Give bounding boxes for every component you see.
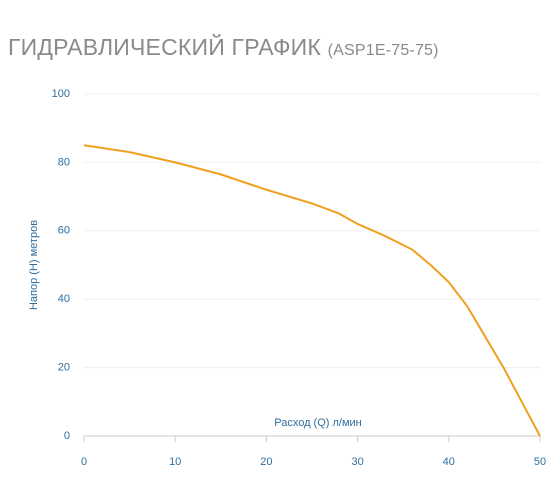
title-main: ГИДРАВЛИЧЕСКИЙ ГРАФИК [8,34,321,60]
x-tick-label: 30 [351,456,363,468]
x-tick-label: 0 [81,456,87,468]
y-tick-label: 40 [58,293,70,305]
y-tick-label: 100 [52,88,70,100]
x-tick-label: 20 [260,456,272,468]
y-tick-label: 60 [58,225,70,237]
x-axis-label: Расход (Q) л/мин [274,417,362,429]
x-tick-label: 40 [443,456,455,468]
chart-title: ГИДРАВЛИЧЕСКИЙ ГРАФИК (ASP1E-75-75) [8,34,439,61]
x-tick-label: 50 [534,456,546,468]
y-tick-label: 20 [58,362,70,374]
x-tick-label: 10 [169,456,181,468]
y-axis-label: Напор (Н) метров [28,220,40,310]
line [83,144,541,437]
title-sub: (ASP1E-75-75) [327,42,439,59]
y-tick-label: 80 [58,156,70,168]
y-tick-label: 0 [64,430,70,442]
